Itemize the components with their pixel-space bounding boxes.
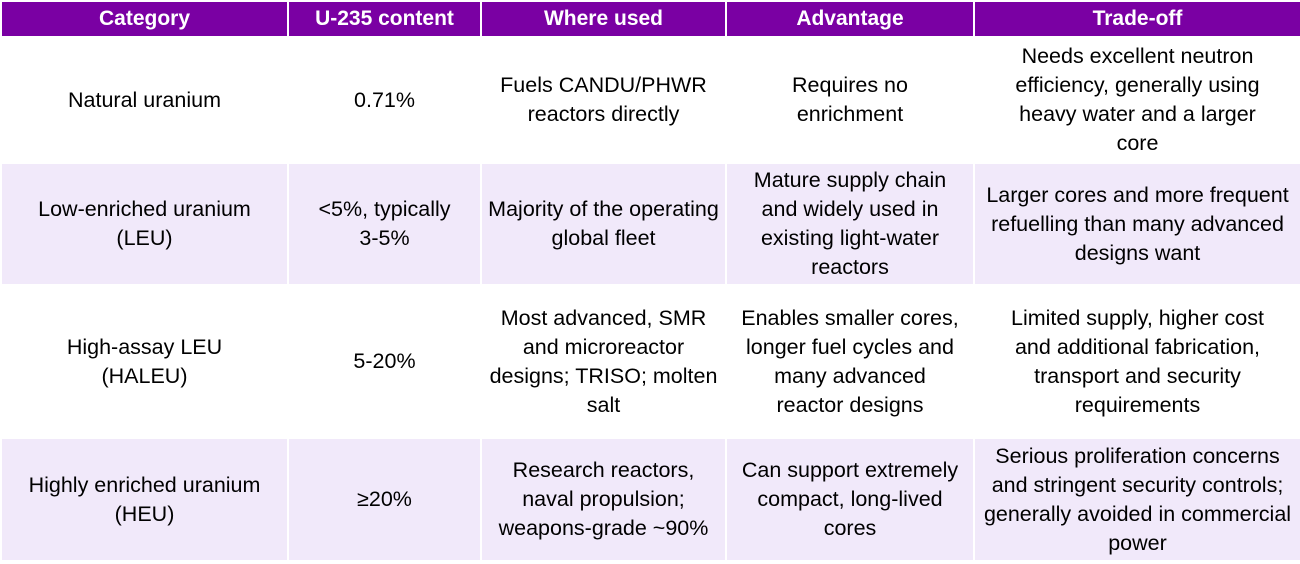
header-where-used: Where used [480, 0, 727, 38]
cell-category: Low-enriched uranium (LEU) [0, 162, 289, 286]
cell-trade-off: Larger cores and more frequent refuellin… [973, 162, 1300, 286]
header-advantage: Advantage [725, 0, 975, 38]
cell-advantage: Can support extremely compact, long-live… [725, 437, 975, 562]
cell-trade-off: Limited supply, higher cost and addition… [973, 284, 1300, 439]
cell-advantage: Mature supply chain and widely used in e… [725, 162, 975, 286]
cell-category: Natural uranium [0, 36, 289, 164]
header-category: Category [0, 0, 289, 38]
cell-category: High-assay LEU (HALEU) [0, 284, 289, 439]
table-row-natural-uranium: Natural uranium 0.71% Fuels CANDU/PHWR r… [0, 36, 1300, 164]
cell-u235-content: <5%, typically 3-5% [287, 162, 482, 286]
cell-u235-content: ≥20% [287, 437, 482, 562]
header-trade-off: Trade-off [973, 0, 1300, 38]
cell-trade-off: Needs excellent neutron efficiency, gene… [973, 36, 1300, 164]
cell-where-used: Most advanced, SMR and microreactor desi… [480, 284, 727, 439]
cell-u235-content: 5-20% [287, 284, 482, 439]
cell-where-used: Fuels CANDU/PHWR reactors directly [480, 36, 727, 164]
cell-where-used: Majority of the operating global fleet [480, 162, 727, 286]
header-u235-content: U-235 content [287, 0, 482, 38]
cell-where-used: Research reactors, naval propulsion; wea… [480, 437, 727, 562]
cell-u235-content: 0.71% [287, 36, 482, 164]
cell-category: Highly enriched uranium (HEU) [0, 437, 289, 562]
cell-trade-off: Serious proliferation concerns and strin… [973, 437, 1300, 562]
table-row-heu: Highly enriched uranium (HEU) ≥20% Resea… [0, 437, 1300, 562]
cell-advantage: Requires no enrichment [725, 36, 975, 164]
cell-advantage: Enables smaller cores, longer fuel cycle… [725, 284, 975, 439]
table-row-leu: Low-enriched uranium (LEU) <5%, typicall… [0, 162, 1300, 286]
table-row-haleu: High-assay LEU (HALEU) 5-20% Most advanc… [0, 284, 1300, 439]
header-row: Category U-235 content Where used Advant… [0, 0, 1300, 38]
